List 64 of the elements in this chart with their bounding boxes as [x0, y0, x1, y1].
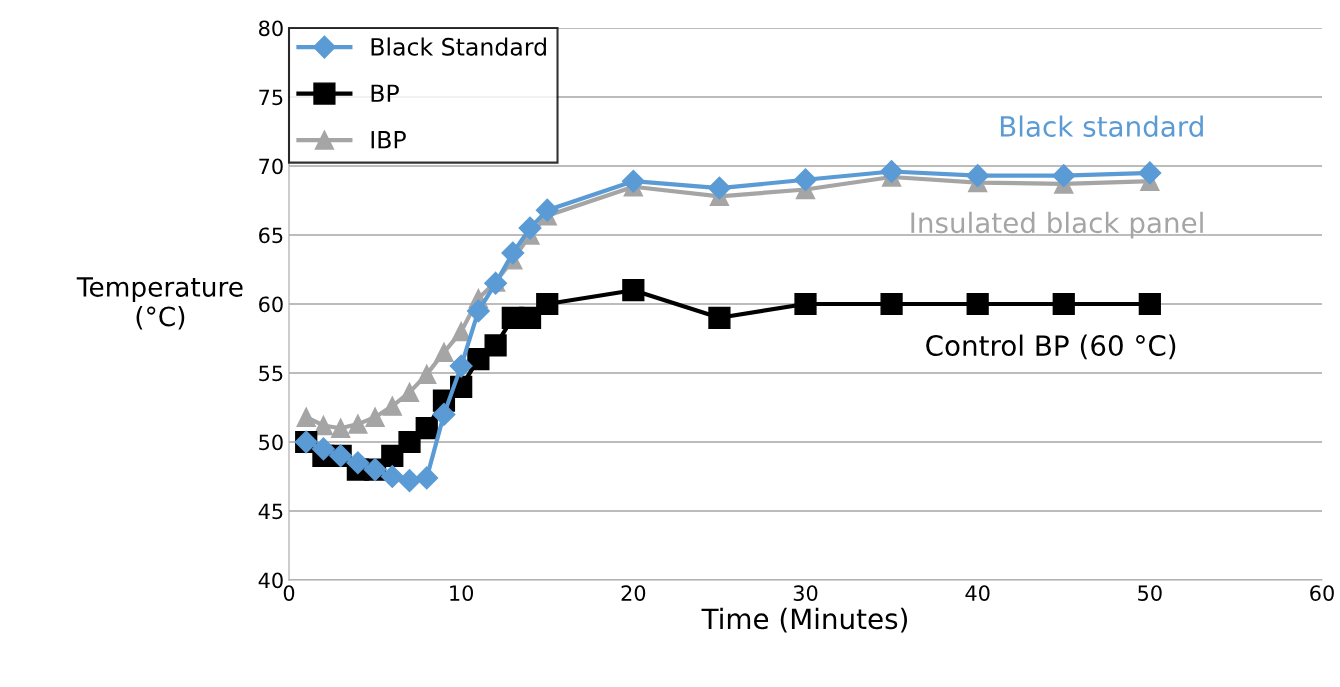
y-tick-label: 65 [259, 227, 283, 244]
point [415, 417, 438, 440]
y-axis-title: Temperature (°C) [76, 277, 243, 330]
legend-label: BP [371, 84, 399, 102]
y-tick-label: 40 [258, 572, 283, 589]
y-tick-label: 45 [258, 503, 283, 520]
x-tick-label: 0 [283, 585, 295, 601]
point [708, 306, 731, 329]
legend-label: IBP [371, 131, 406, 149]
point [415, 466, 439, 490]
point [330, 418, 351, 438]
point [966, 164, 990, 188]
x-tick-label: 50 [1138, 585, 1162, 601]
annotation: Control BP (60 °C) [926, 334, 1176, 360]
point [380, 465, 404, 488]
point [346, 451, 370, 475]
point [296, 407, 316, 427]
annotation: Insulated black panel [911, 211, 1203, 239]
point [466, 299, 490, 323]
annotation: Black standard [1000, 115, 1203, 137]
point [348, 414, 368, 434]
x-tick-label: 10 [450, 585, 474, 601]
x-axis-title: Time (Minutes) [701, 607, 908, 633]
point [1138, 161, 1162, 185]
point [880, 292, 903, 316]
point [1052, 292, 1075, 316]
point [313, 415, 334, 436]
x-tick-label: 30 [793, 585, 818, 601]
point [518, 306, 542, 329]
point [398, 469, 422, 493]
point [880, 160, 904, 184]
point [1052, 164, 1076, 188]
point [449, 354, 473, 378]
point [311, 437, 335, 461]
point [484, 334, 507, 357]
x-tick-label: 40 [965, 585, 990, 601]
y-tick-label: 60 [259, 296, 283, 313]
y-tick-label: 75 [259, 89, 283, 106]
point [536, 292, 559, 316]
point [501, 241, 525, 265]
point [622, 279, 645, 302]
point [621, 169, 645, 193]
point [1138, 292, 1161, 316]
y-tick-label: 80 [259, 20, 283, 37]
point [794, 292, 817, 316]
x-tick-label: 60 [1310, 585, 1334, 601]
point [417, 364, 437, 385]
point [707, 176, 731, 200]
point [398, 430, 421, 454]
point [382, 396, 403, 416]
x-tick-label: 20 [621, 585, 646, 601]
point [794, 168, 817, 192]
y-tick-label: 70 [259, 158, 283, 175]
point [451, 321, 471, 342]
point [966, 292, 989, 316]
y-tick-label: 55 [259, 365, 283, 382]
legend-label: Black Standard [371, 37, 546, 56]
point [434, 342, 454, 363]
point [535, 198, 559, 222]
y-tick-label: 50 [259, 434, 283, 451]
point [432, 402, 456, 426]
point [365, 407, 385, 427]
point [399, 382, 420, 403]
point [518, 216, 542, 240]
